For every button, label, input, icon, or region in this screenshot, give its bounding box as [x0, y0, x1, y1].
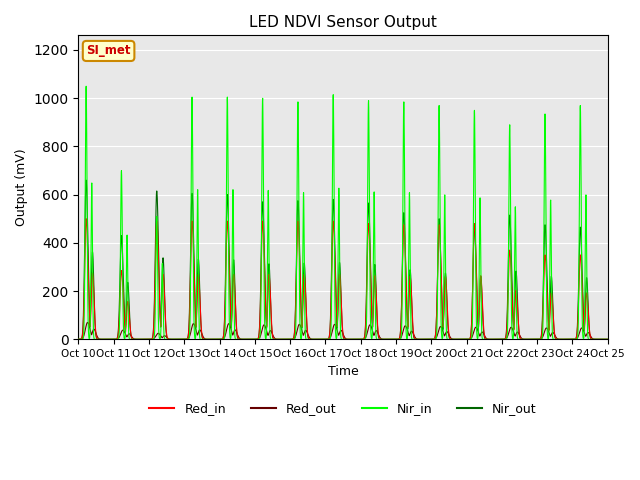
Nir_out: [537, 336, 545, 341]
Nir_out: [135, 336, 143, 342]
Red_out: [301, 329, 308, 335]
Red_out: [180, 336, 188, 342]
Nir_out: [83, 177, 90, 183]
Nir_in: [135, 336, 143, 342]
Red_out: [278, 336, 285, 342]
Nir_out: [166, 336, 174, 342]
Nir_out: [301, 264, 308, 269]
Nir_out: [75, 336, 83, 342]
Nir_in: [594, 336, 602, 342]
Red_out: [166, 336, 174, 342]
Title: LED NDVI Sensor Output: LED NDVI Sensor Output: [249, 15, 437, 30]
Nir_in: [166, 336, 174, 342]
Red_out: [537, 336, 545, 342]
Nir_in: [537, 336, 545, 342]
Red_in: [75, 336, 83, 342]
Nir_in: [83, 84, 90, 89]
Nir_in: [75, 336, 83, 342]
Nir_out: [278, 336, 285, 342]
Red_in: [537, 336, 545, 342]
Red_out: [604, 336, 612, 342]
Nir_in: [180, 336, 188, 342]
Red_in: [145, 336, 153, 342]
Red_in: [594, 336, 602, 342]
Nir_in: [604, 336, 612, 342]
Red_out: [135, 336, 143, 342]
Text: SI_met: SI_met: [86, 45, 131, 58]
Red_out: [84, 320, 92, 325]
Line: Red_out: Red_out: [79, 323, 608, 339]
Nir_in: [278, 336, 285, 342]
Y-axis label: Output (mV): Output (mV): [15, 148, 28, 226]
Red_in: [135, 336, 143, 342]
Line: Nir_out: Nir_out: [79, 180, 608, 339]
Red_in: [83, 216, 90, 222]
Red_out: [75, 336, 83, 342]
Red_in: [301, 274, 308, 279]
Legend: Red_in, Red_out, Nir_in, Nir_out: Red_in, Red_out, Nir_in, Nir_out: [144, 397, 542, 420]
Red_in: [278, 336, 285, 342]
Line: Nir_in: Nir_in: [79, 86, 608, 339]
Nir_in: [301, 296, 308, 301]
X-axis label: Time: Time: [328, 365, 358, 378]
Nir_out: [594, 336, 602, 342]
Nir_out: [604, 336, 612, 342]
Line: Red_in: Red_in: [79, 219, 608, 339]
Nir_out: [145, 336, 153, 342]
Red_in: [166, 336, 174, 342]
Red_in: [604, 336, 612, 342]
Red_out: [594, 336, 602, 342]
